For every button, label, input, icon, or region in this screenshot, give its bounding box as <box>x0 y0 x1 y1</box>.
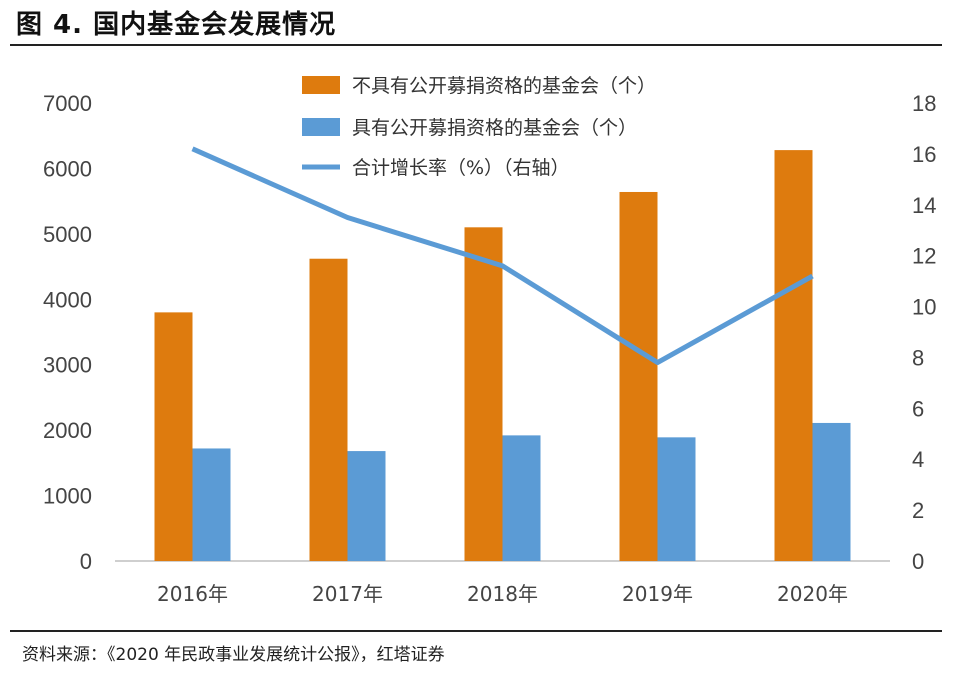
bar-public <box>812 422 851 561</box>
right-axis-tick-label: 4 <box>912 447 924 472</box>
right-axis-tick-label: 6 <box>912 396 924 421</box>
bar-non-public <box>464 227 503 562</box>
x-axis-tick-label: 2019年 <box>622 582 693 606</box>
legend-label: 具有公开募捐资格的基金会（个） <box>352 117 637 139</box>
source-divider <box>10 630 942 632</box>
source-note: 资料来源：《2020 年民政事业发展统计公报》，红塔证券 <box>22 645 445 665</box>
bar-non-public <box>154 312 193 561</box>
left-axis-tick-label: 4000 <box>43 287 92 312</box>
right-axis-tick-label: 0 <box>912 549 924 574</box>
right-axis-tick-label: 12 <box>912 244 936 269</box>
bar-public <box>657 437 696 561</box>
figure-title: 图 4. 国内基金会发展情况 <box>16 10 337 40</box>
left-axis-tick-label: 5000 <box>43 222 92 247</box>
x-axis-ticks: 2016年 2017年 2018年 2019年 2020年 <box>157 582 848 606</box>
bar-non-public <box>619 191 658 562</box>
left-axis-tick-label: 6000 <box>43 156 92 181</box>
right-axis-tick-label: 10 <box>912 295 936 320</box>
x-axis-tick-label: 2017年 <box>312 582 383 606</box>
bar-public <box>192 448 231 561</box>
legend-label: 合计增长率（%）（右轴） <box>352 157 570 179</box>
right-axis-tick-label: 2 <box>912 498 924 523</box>
bar-non-public <box>309 258 348 561</box>
bar-non-public <box>774 150 813 561</box>
legend: 不具有公开募捐资格的基金会（个） 具有公开募捐资格的基金会（个） 合计增长率（%）（… <box>302 75 656 179</box>
right-axis-tick-label: 14 <box>912 193 936 218</box>
legend-label: 不具有公开募捐资格的基金会（个） <box>352 75 656 97</box>
left-axis-tick-label: 1000 <box>43 484 92 509</box>
line-series <box>191 146 814 366</box>
right-axis-tick-label: 8 <box>912 345 924 370</box>
left-axis-tick-label: 3000 <box>43 353 92 378</box>
left-axis-tick-label: 2000 <box>43 418 92 443</box>
left-axis-ticks: 0 1000 2000 3000 4000 5000 6000 7000 <box>43 91 92 574</box>
x-axis-tick-label: 2018年 <box>467 582 538 606</box>
x-axis-tick-label: 2016年 <box>157 582 228 606</box>
chart-area: 0 1000 2000 3000 4000 5000 6000 7000 0 2 4 6 8 10 12 1… <box>43 75 936 606</box>
left-axis-tick-label: 0 <box>80 549 92 574</box>
right-axis-tick-label: 16 <box>912 142 936 167</box>
bar-public <box>502 435 541 561</box>
bar-group <box>154 150 851 562</box>
legend-swatch <box>302 118 340 136</box>
title-divider <box>10 44 942 46</box>
right-axis-ticks: 0 2 4 6 8 10 12 14 16 18 <box>912 91 936 574</box>
x-axis-tick-label: 2020年 <box>777 582 848 606</box>
bar-public <box>347 451 386 561</box>
right-axis-tick-label: 18 <box>912 91 936 116</box>
legend-swatch <box>302 76 340 94</box>
left-axis-tick-label: 7000 <box>43 91 92 116</box>
